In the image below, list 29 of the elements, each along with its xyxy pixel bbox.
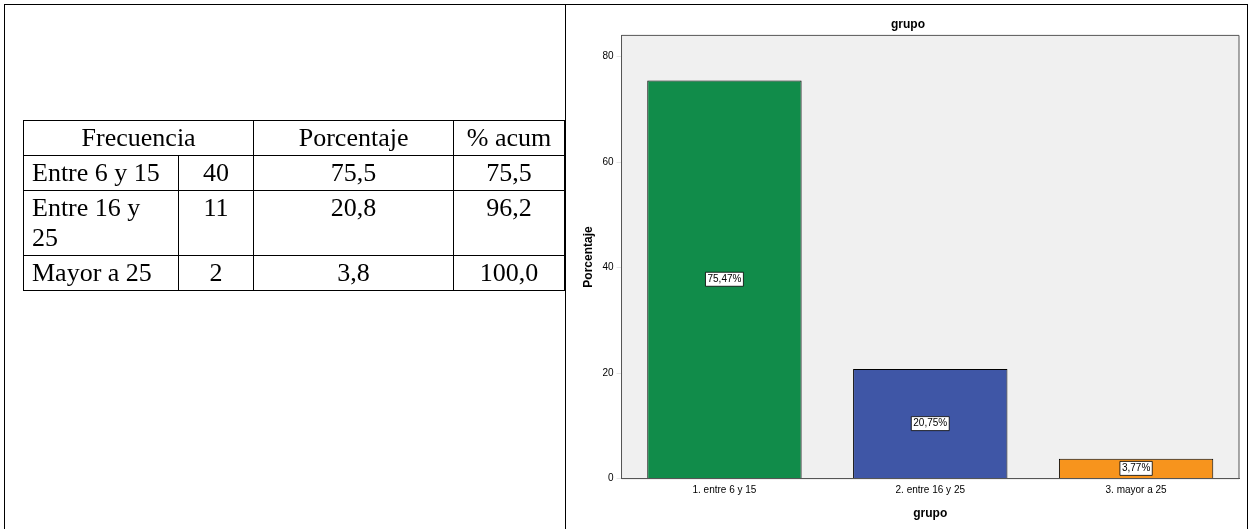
y-tick-label: 60 [602, 155, 614, 167]
text: Mayor a 25 [23, 255, 179, 291]
text: 96,2 [453, 190, 565, 256]
x-tick-label: 1. entre 6 y 15 [692, 484, 757, 496]
text: 100,0 [453, 255, 565, 291]
y-tick-label: 40 [602, 261, 614, 273]
x-axis-title: grupo [913, 506, 948, 521]
text: Frecuencia [23, 120, 254, 156]
text: 11 [178, 190, 254, 256]
data-label: 3,77% [1121, 462, 1151, 474]
x-tick-label: 2. entre 16 y 25 [895, 484, 966, 496]
y-tick-label: 0 [607, 472, 614, 484]
text: Entre 16 y 25 [23, 190, 179, 256]
y-tick-label: 20 [602, 366, 614, 378]
text: Entre 6 y 15 [23, 155, 179, 191]
y-tick-label: 80 [602, 50, 614, 62]
x-tick-label: 3. mayor a 25 [1105, 484, 1168, 496]
text: % acum [453, 120, 565, 156]
y-axis-title: Porcentaje [580, 225, 595, 288]
text: Porcentaje [253, 120, 454, 156]
text: 75,5 [253, 155, 454, 191]
text: 2 [178, 255, 254, 291]
data-label: 75,47% [707, 273, 742, 284]
text: 40 [178, 155, 254, 191]
chart-title: grupo [891, 16, 925, 31]
text: 3,8 [253, 255, 454, 291]
text: 20,8 [253, 190, 454, 256]
text: 75,5 [453, 155, 565, 191]
data-label: 20,75% [913, 417, 948, 429]
